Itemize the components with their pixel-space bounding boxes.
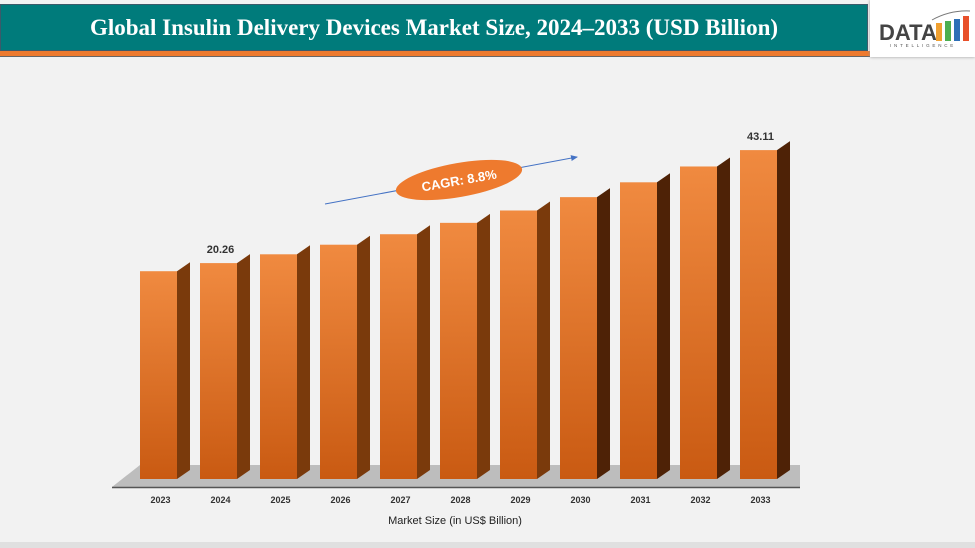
svg-text:DATA: DATA (879, 20, 937, 45)
x-tick-label: 2030 (570, 495, 590, 505)
company-logo: DATA INTELLIGENCE (870, 0, 975, 57)
x-tick-label: 2033 (750, 495, 770, 505)
bar-side (717, 157, 730, 479)
bar-2031 (620, 173, 670, 480)
bar-2032 (680, 157, 730, 479)
bar-2025 (260, 245, 310, 479)
bar-2024 (200, 254, 250, 479)
bar-2030 (560, 188, 610, 479)
bar-front (380, 234, 417, 479)
bar-side (597, 188, 610, 479)
bar-side (357, 235, 370, 479)
x-tick-label: 2025 (270, 495, 290, 505)
x-tick-label: 2024 (210, 495, 230, 505)
bar-side (537, 201, 550, 479)
bar-side (657, 173, 670, 480)
bar-2026 (320, 235, 370, 479)
bar-side (477, 213, 490, 479)
x-tick-label: 2031 (630, 495, 650, 505)
bar-front (560, 197, 597, 479)
bar-front (140, 271, 177, 479)
title-banner (0, 4, 868, 51)
cagr-badge (395, 159, 523, 201)
x-tick-label: 2032 (690, 495, 710, 505)
bar-side (777, 141, 790, 480)
page-title: Global Insulin Delivery Devices Market S… (89, 15, 779, 40)
bar-front (200, 263, 237, 479)
bar-front (500, 210, 537, 479)
bar-2028 (440, 213, 490, 479)
x-tick-label: 2026 (330, 495, 350, 505)
bar-side (417, 225, 430, 479)
logo-graphic: DATA INTELLIGENCE (879, 10, 971, 48)
x-tick-label: 2029 (510, 495, 530, 505)
bar-side (237, 254, 250, 479)
footer-divider (0, 542, 975, 548)
bar-2027 (380, 225, 430, 479)
bar-front (320, 244, 357, 479)
bar-front (740, 150, 777, 480)
x-tick-label: 2023 (150, 495, 170, 505)
bar-2033 (740, 141, 790, 480)
bar-front (260, 254, 297, 479)
bar-2029 (500, 201, 550, 479)
data-label: 43.11 (747, 131, 774, 143)
header-accent-strip (0, 51, 975, 57)
x-tick-label: 2028 (450, 495, 470, 505)
data-label: 20.26 (207, 244, 235, 256)
bar-front (620, 182, 657, 480)
x-tick-label: 2027 (390, 495, 410, 505)
bar-2023 (140, 262, 190, 479)
bar-front (680, 166, 717, 479)
x-axis-title: Market Size (in US$ Billion) (388, 515, 522, 527)
svg-text:INTELLIGENCE: INTELLIGENCE (890, 43, 956, 48)
bar-side (177, 262, 190, 479)
bar-front (440, 222, 477, 479)
bar-side (297, 245, 310, 479)
